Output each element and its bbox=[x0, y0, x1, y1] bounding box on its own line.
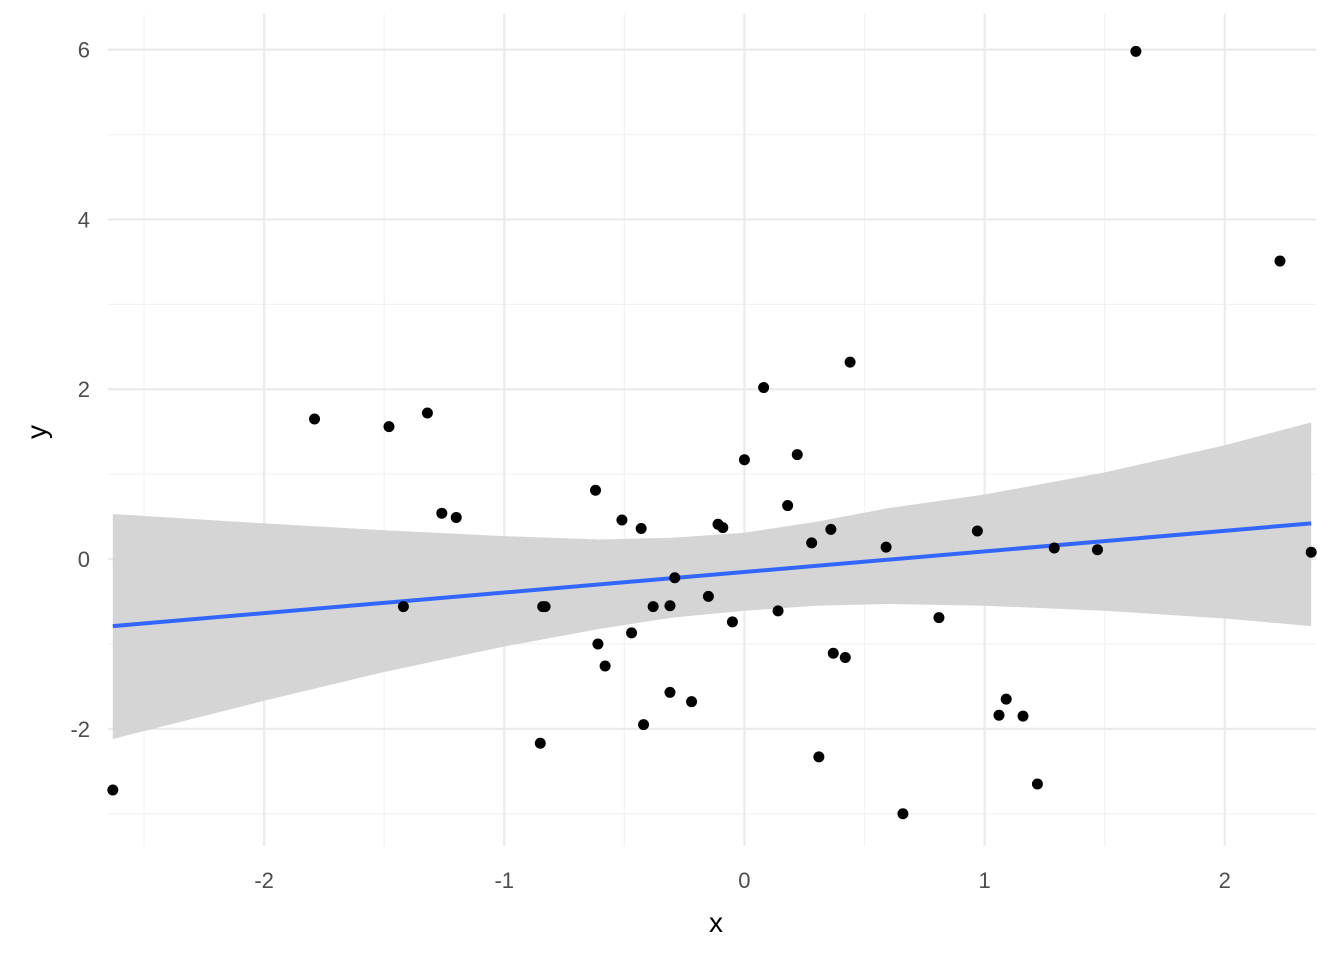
data-point bbox=[844, 356, 856, 368]
data-point bbox=[772, 605, 784, 617]
y-tick-label: 6 bbox=[78, 38, 90, 63]
data-point bbox=[309, 413, 321, 425]
data-point bbox=[758, 382, 770, 394]
x-axis-title: x bbox=[709, 907, 723, 938]
y-axis-title: y bbox=[21, 425, 52, 439]
data-points bbox=[107, 45, 1317, 820]
x-tick-label: -2 bbox=[254, 868, 274, 893]
data-point bbox=[635, 522, 647, 534]
data-point bbox=[626, 627, 638, 639]
data-point bbox=[647, 601, 659, 613]
x-tick-label: 0 bbox=[738, 868, 750, 893]
data-point bbox=[669, 572, 681, 584]
minor-gridlines bbox=[108, 14, 1316, 846]
data-point bbox=[450, 511, 462, 523]
data-point bbox=[1017, 710, 1029, 722]
data-point bbox=[813, 751, 825, 763]
data-point bbox=[436, 507, 448, 519]
data-point bbox=[590, 484, 602, 496]
data-point bbox=[1048, 542, 1060, 554]
data-point bbox=[599, 660, 611, 672]
data-point bbox=[1130, 45, 1142, 57]
x-tick-label: -1 bbox=[494, 868, 514, 893]
data-point bbox=[839, 652, 851, 664]
data-point bbox=[616, 514, 628, 526]
data-point bbox=[726, 616, 738, 628]
y-tick-label: 4 bbox=[78, 207, 90, 232]
data-point bbox=[806, 537, 818, 549]
data-point bbox=[1305, 546, 1317, 558]
data-point bbox=[791, 449, 803, 461]
confidence-band bbox=[112, 422, 1312, 739]
data-point bbox=[664, 600, 676, 612]
data-point bbox=[539, 601, 551, 613]
x-tick-label: 2 bbox=[1219, 868, 1231, 893]
data-point bbox=[738, 454, 750, 466]
data-point bbox=[880, 541, 892, 553]
data-point bbox=[933, 612, 945, 624]
data-point bbox=[897, 808, 909, 820]
y-tick-label: -2 bbox=[70, 717, 90, 742]
y-tick-label: 0 bbox=[78, 547, 90, 572]
data-point bbox=[664, 686, 676, 698]
data-point bbox=[1274, 255, 1286, 267]
major-gridlines bbox=[108, 14, 1316, 846]
data-point bbox=[1031, 778, 1043, 790]
data-point bbox=[717, 522, 729, 534]
data-point bbox=[702, 590, 714, 602]
y-tick-label: 2 bbox=[78, 377, 90, 402]
x-tick-label: 1 bbox=[978, 868, 990, 893]
data-point bbox=[534, 737, 546, 749]
y-tick-labels: -2 0 2 4 6 bbox=[70, 38, 90, 742]
data-point bbox=[782, 500, 794, 512]
data-point bbox=[1000, 693, 1012, 705]
data-point bbox=[592, 638, 604, 650]
data-point bbox=[107, 784, 119, 796]
data-point bbox=[993, 709, 1005, 721]
data-point bbox=[638, 719, 650, 731]
data-point bbox=[1091, 544, 1103, 556]
data-point bbox=[383, 421, 395, 433]
data-point bbox=[397, 601, 409, 613]
data-point bbox=[971, 525, 983, 537]
x-tick-labels: -2 -1 0 1 2 bbox=[254, 868, 1231, 893]
data-point bbox=[686, 696, 698, 708]
data-point bbox=[827, 647, 839, 659]
data-point bbox=[421, 407, 433, 419]
regression-line bbox=[112, 521, 1312, 629]
data-point bbox=[825, 523, 837, 535]
